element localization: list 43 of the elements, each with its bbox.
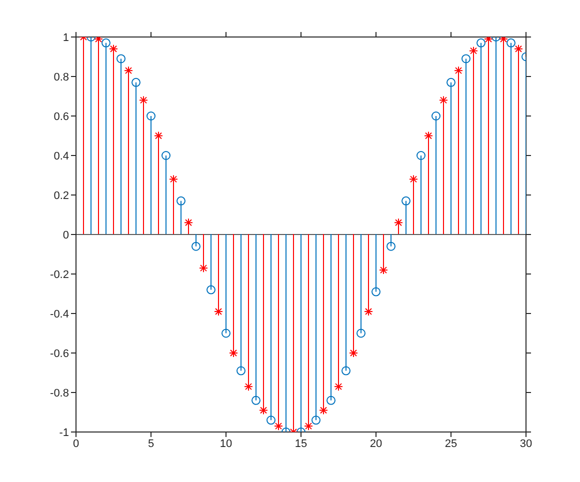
x-tick-label: 25 [444, 438, 458, 450]
point [192, 242, 200, 251]
y-tick-label: -0.8 [50, 387, 69, 400]
point [462, 54, 470, 64]
point [266, 416, 276, 425]
y-tick-label: 0.6 [54, 110, 69, 123]
point [102, 38, 110, 48]
x-tick-label: 10 [220, 438, 232, 450]
point [356, 328, 366, 338]
point [132, 78, 140, 87]
point [236, 366, 246, 376]
y-tick-label: -0.6 [50, 348, 69, 360]
point [386, 242, 396, 251]
point [326, 396, 336, 405]
point [506, 38, 516, 48]
point [146, 112, 156, 120]
point [372, 287, 380, 296]
point [252, 396, 260, 405]
y-tick-label: 0.2 [54, 190, 69, 202]
point [432, 112, 440, 120]
y-tick-label: 1 [62, 32, 69, 44]
y-tick-label: 0.8 [54, 71, 69, 84]
point [416, 151, 426, 160]
y-tick-label: -0.4 [50, 308, 69, 320]
point [446, 78, 456, 87]
x-tick-label: 20 [370, 438, 382, 450]
point [312, 416, 320, 425]
point [222, 328, 230, 338]
point [476, 38, 486, 48]
x-tick-label: 0 [72, 438, 80, 450]
y-tick-label: -0.2 [50, 268, 69, 281]
y-tick-label: -1 [59, 426, 69, 439]
x-tick-label: 30 [520, 438, 532, 450]
point [162, 151, 170, 160]
x-tick-label: 15 [294, 438, 308, 450]
point [342, 366, 350, 376]
y-tick-label: 0.4 [54, 150, 69, 162]
point [176, 196, 186, 206]
x-tick-label: 5 [148, 438, 154, 450]
point [116, 54, 126, 64]
y-tick-label: 0 [62, 229, 69, 242]
point [402, 196, 410, 206]
point [206, 285, 216, 294]
